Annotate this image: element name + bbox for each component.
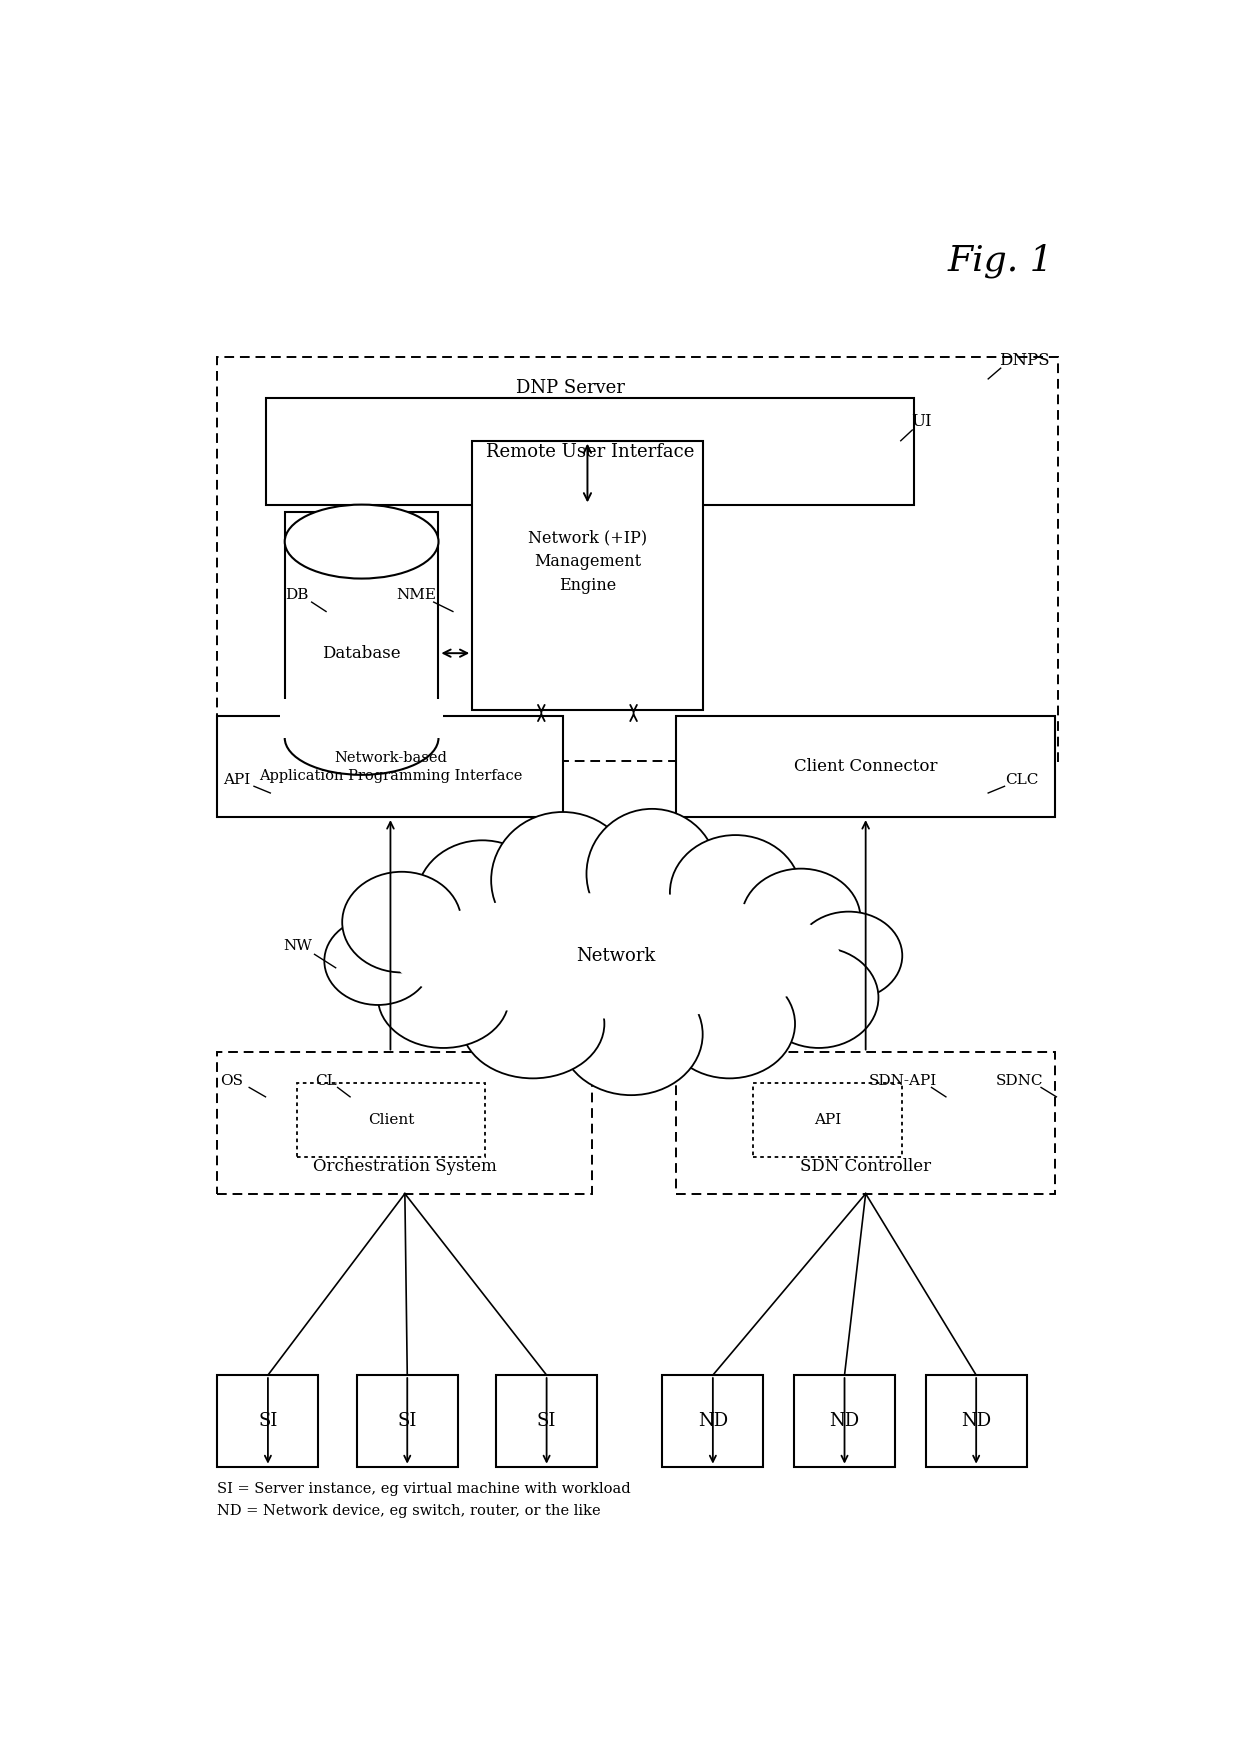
Text: ND: ND [830, 1413, 859, 1430]
Text: DNPS: DNPS [999, 351, 1050, 368]
Text: SDN-API: SDN-API [868, 1074, 936, 1088]
Bar [280, 700, 444, 739]
Text: Client Connector: Client Connector [794, 758, 937, 775]
Ellipse shape [417, 840, 548, 955]
Text: ND: ND [698, 1413, 728, 1430]
Bar [794, 1376, 895, 1467]
Text: Database: Database [322, 644, 401, 662]
Text: UI: UI [911, 414, 932, 431]
Text: CLC: CLC [1006, 772, 1039, 786]
Text: Fig. 1: Fig. 1 [947, 243, 1054, 278]
Ellipse shape [342, 871, 461, 973]
Text: NW: NW [283, 939, 311, 953]
Ellipse shape [461, 969, 604, 1079]
Bar [676, 1053, 1055, 1194]
Bar [662, 1376, 764, 1467]
Ellipse shape [285, 700, 439, 775]
Text: API: API [813, 1114, 841, 1128]
Ellipse shape [587, 808, 718, 939]
Ellipse shape [378, 948, 510, 1048]
Ellipse shape [348, 871, 884, 1039]
Ellipse shape [742, 870, 861, 969]
Bar [357, 1376, 458, 1467]
Bar [217, 716, 563, 817]
Ellipse shape [795, 911, 903, 1000]
Text: SDNC: SDNC [996, 1074, 1044, 1088]
Bar [472, 440, 703, 709]
Text: Network-based
Application Programming Interface: Network-based Application Programming In… [259, 751, 522, 782]
Bar [753, 1083, 901, 1158]
Text: ND = Network device, eg switch, router, or the like: ND = Network device, eg switch, router, … [217, 1503, 601, 1517]
Bar [298, 1083, 485, 1158]
Ellipse shape [759, 948, 878, 1048]
Text: Network (+IP)
Management
Engine: Network (+IP) Management Engine [528, 529, 647, 594]
Text: SI: SI [537, 1413, 557, 1430]
Bar [217, 1376, 319, 1467]
Ellipse shape [325, 917, 432, 1006]
Text: CL: CL [315, 1074, 337, 1088]
Ellipse shape [559, 974, 703, 1095]
Ellipse shape [491, 812, 634, 948]
Bar [496, 1376, 596, 1467]
Text: DNP Server: DNP Server [516, 379, 625, 396]
Text: API: API [223, 772, 250, 786]
Ellipse shape [393, 892, 839, 1018]
Ellipse shape [670, 835, 801, 950]
Text: Remote User Interface: Remote User Interface [486, 442, 694, 461]
Text: SI: SI [258, 1413, 278, 1430]
Text: SI = Server instance, eg virtual machine with workload: SI = Server instance, eg virtual machine… [217, 1482, 631, 1496]
Bar [676, 716, 1055, 817]
Bar [285, 512, 439, 739]
Text: OS: OS [221, 1074, 243, 1088]
Bar [926, 1376, 1027, 1467]
Text: DB: DB [285, 588, 309, 602]
Bar [217, 1053, 593, 1194]
Text: Network: Network [577, 946, 656, 966]
Text: Orchestration System: Orchestration System [312, 1158, 497, 1175]
Text: SDN Controller: SDN Controller [800, 1158, 931, 1175]
Text: Client: Client [368, 1114, 414, 1128]
Text: NME: NME [397, 588, 436, 602]
Ellipse shape [285, 505, 439, 578]
Ellipse shape [663, 969, 795, 1079]
Bar [217, 358, 1058, 761]
Text: SI: SI [398, 1413, 417, 1430]
Text: ND: ND [961, 1413, 991, 1430]
Bar [265, 398, 914, 505]
